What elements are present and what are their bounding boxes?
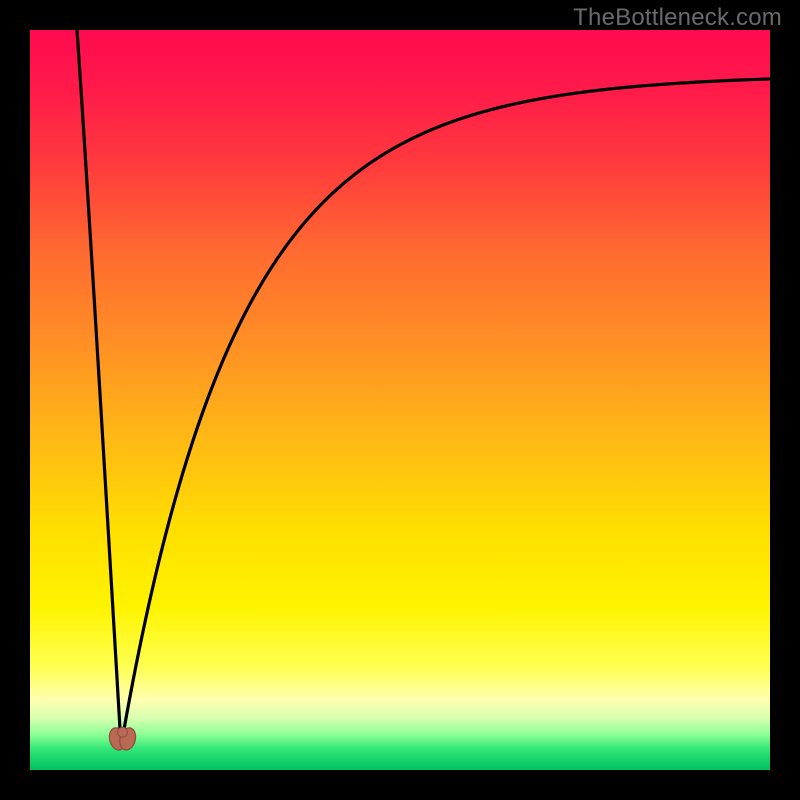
bottleneck-chart <box>0 0 800 800</box>
watermark-text: TheBottleneck.com <box>573 4 782 32</box>
chart-container: TheBottleneck.com <box>0 0 800 800</box>
gradient-background <box>30 30 770 770</box>
